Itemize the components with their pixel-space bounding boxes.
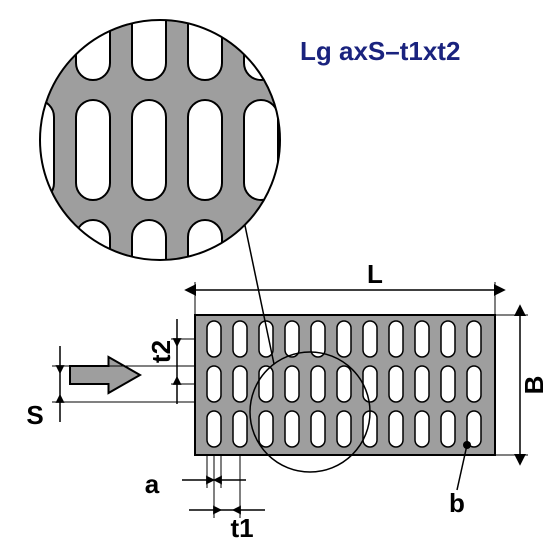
dim-label-S: S [26,400,43,430]
slot [389,321,403,357]
slot [441,411,455,447]
dim-label-a: a [145,469,160,499]
slot [233,321,247,357]
slot [207,411,221,447]
slot [285,411,299,447]
slot [363,321,377,357]
formula-title: Lg axS–t1xt2 [300,36,460,66]
slot [207,321,221,357]
slot [207,366,221,402]
slot [441,366,455,402]
dim-label-b: b [449,488,465,518]
slot [415,366,429,402]
zoom-view [20,0,334,320]
dim-label-t1: t1 [230,513,253,543]
slot [337,411,351,447]
slot [285,321,299,357]
slot [337,366,351,402]
slot [389,411,403,447]
slot [415,411,429,447]
slot [415,321,429,357]
slot [311,366,325,402]
dim-label-B: B [519,376,549,395]
slot [467,366,481,402]
slot [259,411,273,447]
slot [467,321,481,357]
slot [311,411,325,447]
slot [441,321,455,357]
slot [233,366,247,402]
slot [337,321,351,357]
slot [233,411,247,447]
slot [363,366,377,402]
slot [285,366,299,402]
direction-arrow-icon [70,357,140,393]
slot [389,366,403,402]
dim-label-t2: t2 [146,340,176,363]
dim-label-L: L [367,259,383,289]
